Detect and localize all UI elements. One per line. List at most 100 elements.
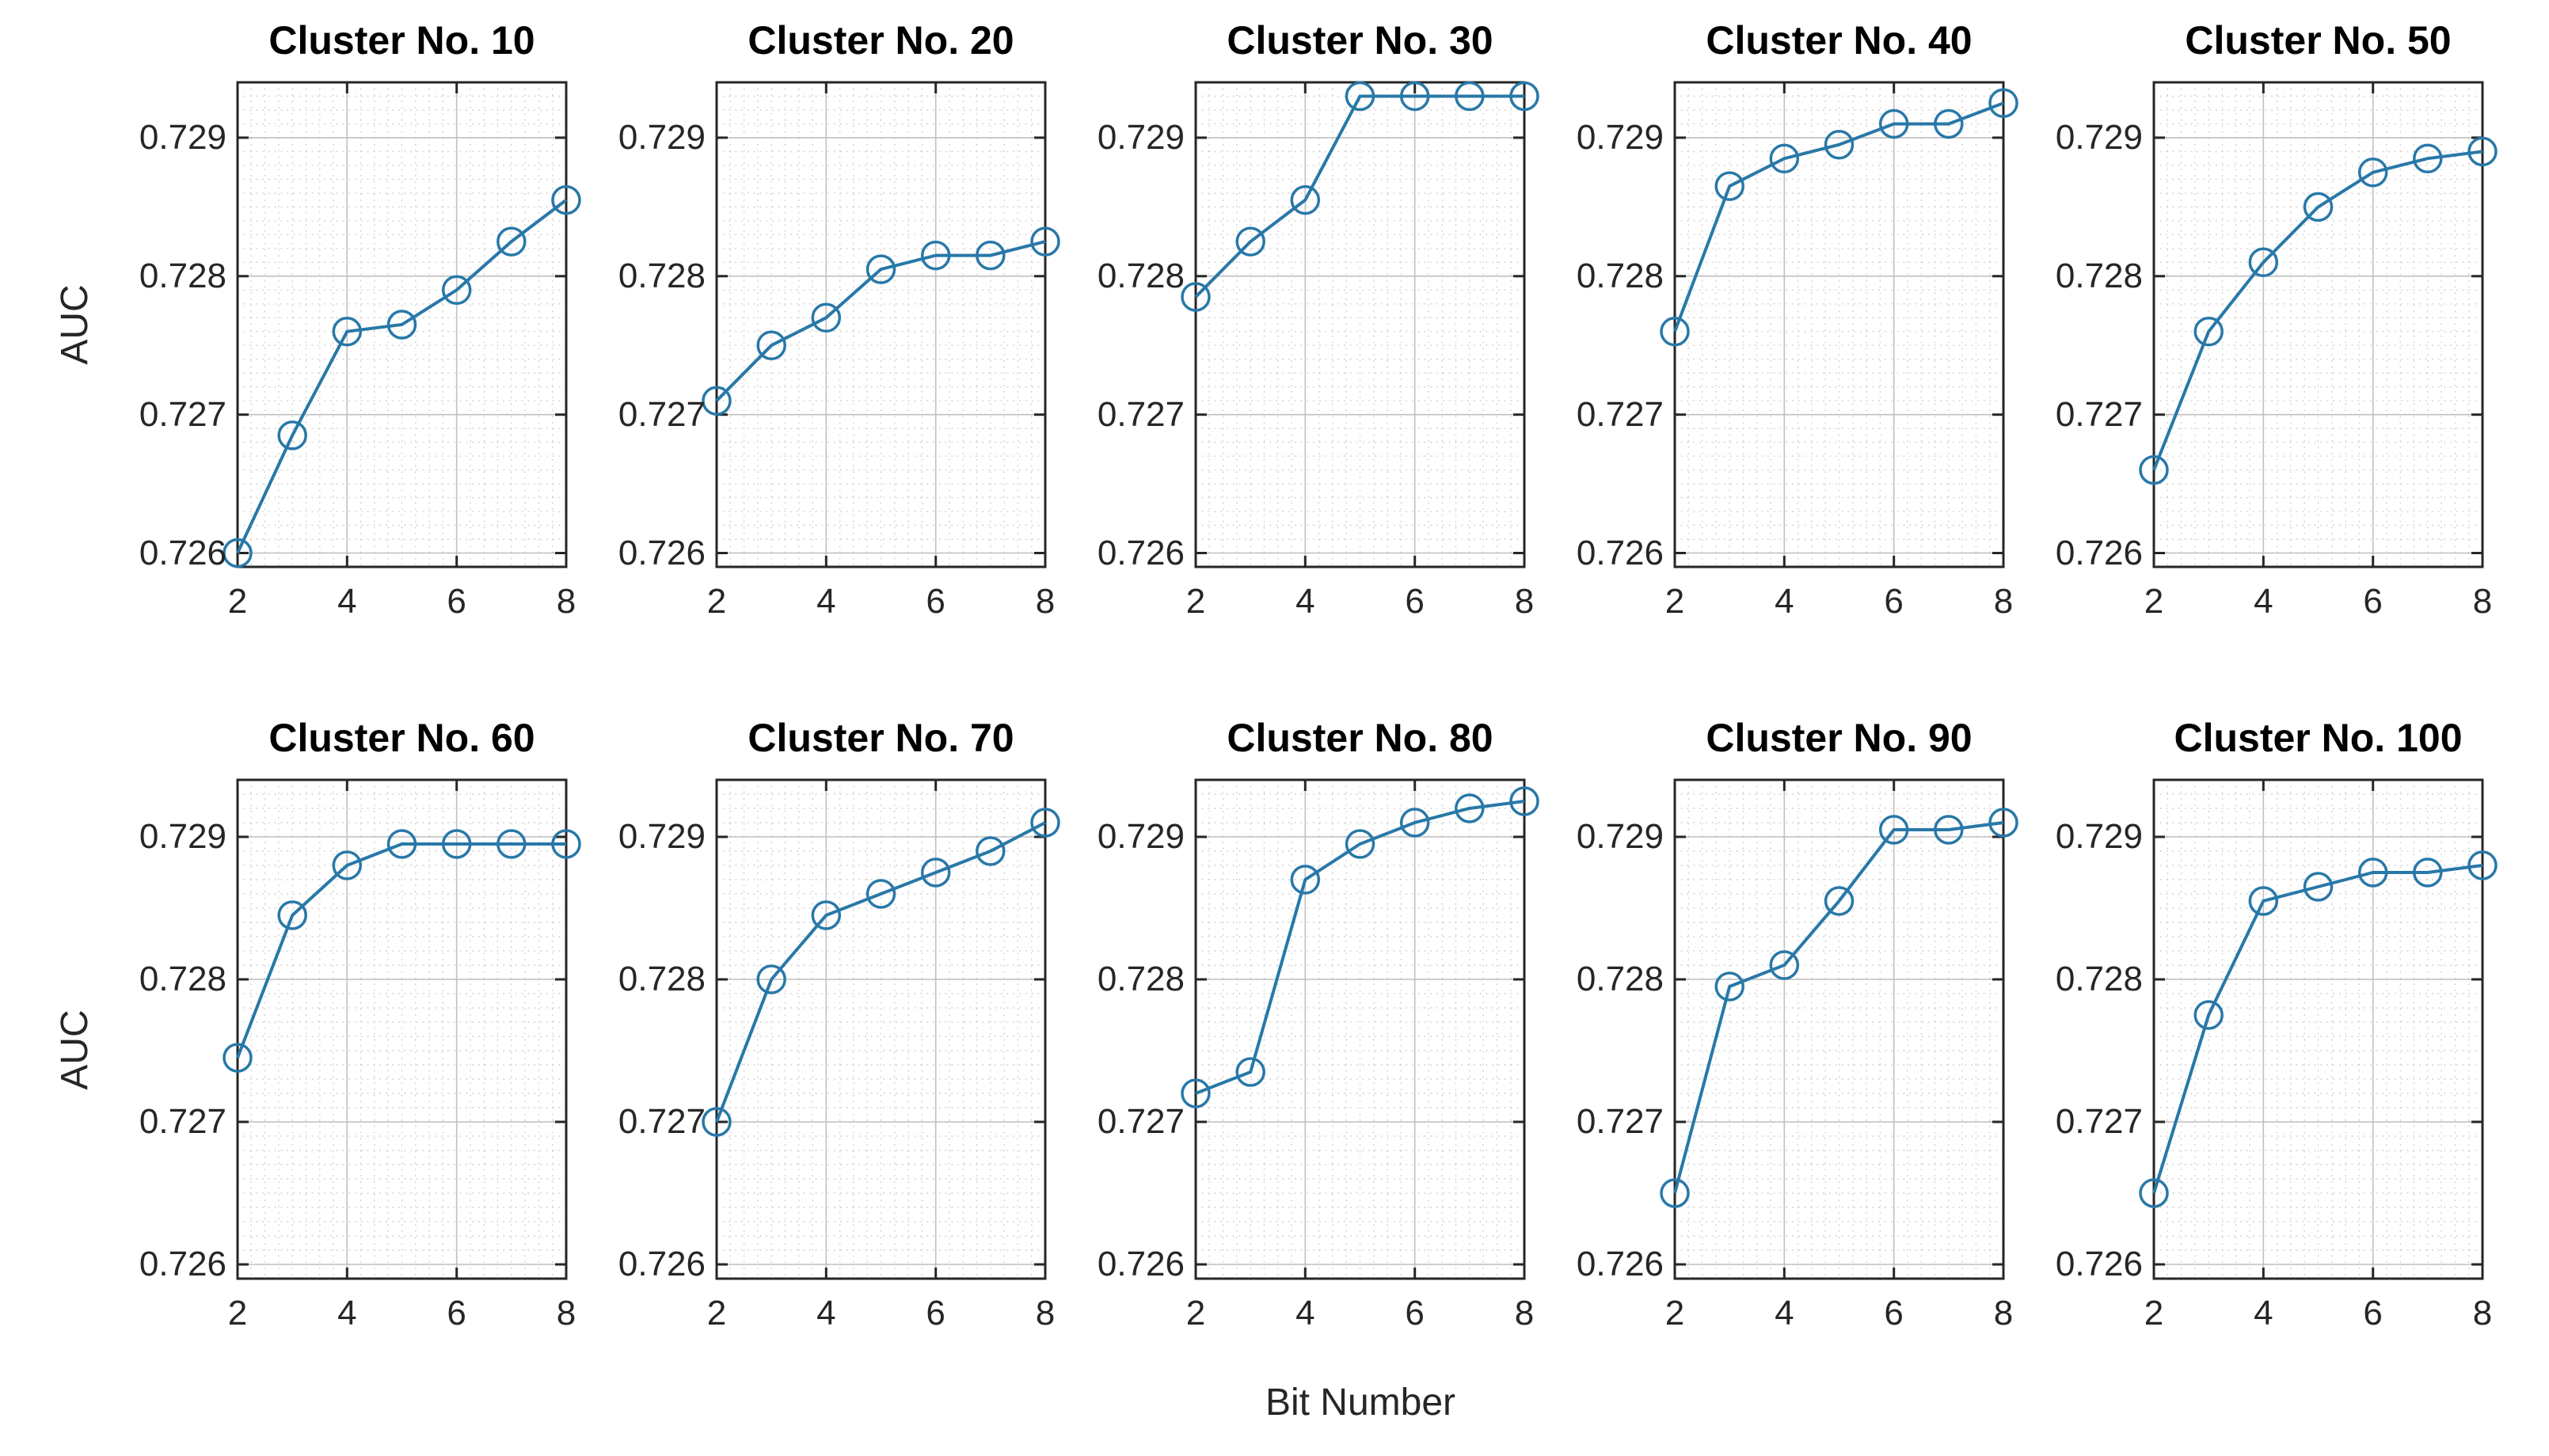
data-point-marker	[702, 1107, 732, 1137]
y-tick-label: 0.727	[139, 1102, 226, 1141]
x-tick-label: 4	[337, 1294, 357, 1332]
data-point-marker	[2139, 1178, 2169, 1208]
line-chart	[2139, 778, 2498, 1280]
y-tick-label: 0.726	[1097, 533, 1185, 572]
y-tick-label: 0.727	[139, 394, 226, 434]
data-point-marker	[1878, 108, 1909, 139]
data-line	[1673, 101, 2004, 333]
subplot-title: Cluster No. 30	[1227, 18, 1493, 63]
data-point-marker	[496, 226, 527, 257]
data-point-marker	[1660, 1178, 1690, 1208]
data-point-marker	[1345, 829, 1375, 859]
y-tick-label: 0.729	[2055, 817, 2143, 856]
y-tick-label: 0.726	[139, 533, 226, 572]
data-point-marker	[2303, 192, 2334, 222]
y-tick-label: 0.726	[618, 533, 706, 572]
x-tick-label: 8	[1035, 1294, 1056, 1332]
data-point-marker	[2303, 872, 2334, 902]
x-tick-label: 6	[447, 582, 466, 621]
axes-box	[2152, 778, 2484, 1280]
x-tick-label: 4	[1775, 582, 1794, 621]
subplot-title: Cluster No. 80	[1227, 716, 1493, 760]
line-chart	[1660, 778, 2018, 1280]
subplot-title: Cluster No. 50	[2185, 18, 2452, 63]
y-tick-label: 0.727	[2055, 1102, 2143, 1141]
x-tick-label: 4	[2254, 1294, 2273, 1332]
x-tick-label: 4	[816, 1294, 836, 1332]
data-point-marker	[1181, 1078, 1211, 1108]
data-point-marker	[811, 900, 842, 930]
axes-box	[1673, 778, 2005, 1280]
y-tick-label: 0.729	[1576, 117, 1664, 157]
x-tick-label: 8	[1993, 1294, 2014, 1332]
data-point-marker	[2467, 850, 2498, 880]
x-tick-label: 4	[1295, 582, 1315, 621]
x-tick-label: 2	[2144, 1294, 2164, 1332]
y-tick-label: 0.726	[2055, 533, 2143, 572]
y-tick-label: 0.727	[1097, 1102, 1185, 1141]
data-point-marker	[1714, 171, 1744, 201]
data-point-marker	[1509, 81, 1539, 112]
data-point-marker	[441, 275, 472, 306]
axes-box	[236, 81, 568, 568]
y-tick-label: 0.727	[618, 394, 706, 434]
y-tick-label: 0.728	[618, 256, 706, 295]
axes-box	[715, 81, 1047, 568]
x-tick-label: 2	[2144, 582, 2164, 621]
subplot-title: Cluster No. 20	[748, 18, 1014, 63]
line-chart	[1181, 778, 1539, 1280]
y-tick-label: 0.729	[139, 117, 226, 157]
data-point-marker	[2357, 857, 2388, 888]
y-tick-label: 0.727	[618, 1102, 706, 1141]
data-point-marker	[2193, 316, 2224, 347]
x-tick-label: 4	[816, 582, 836, 621]
data-point-marker	[441, 829, 472, 859]
x-axis-label: Bit Number	[1265, 1382, 1456, 1424]
data-point-marker	[2248, 247, 2279, 278]
subplot-title: Cluster No. 60	[268, 716, 535, 760]
data-point-marker	[756, 330, 786, 360]
data-point-marker	[1181, 282, 1211, 312]
data-point-marker	[976, 240, 1006, 271]
data-point-marker	[551, 829, 581, 859]
data-line	[1194, 94, 1524, 298]
data-point-marker	[1714, 971, 1744, 1002]
x-tick-label: 4	[337, 582, 357, 621]
data-point-marker	[1878, 815, 1909, 845]
x-tick-label: 2	[1185, 1294, 1206, 1332]
data-point-marker	[332, 850, 363, 880]
data-point-marker	[1290, 184, 1321, 215]
data-point-marker	[2467, 136, 2498, 167]
data-line	[236, 842, 566, 1059]
data-line	[715, 821, 1046, 1123]
y-tick-label: 0.728	[618, 960, 706, 998]
data-point-marker	[2139, 454, 2169, 485]
data-point-marker	[2248, 886, 2279, 916]
y-tick-label: 0.728	[1576, 960, 1664, 998]
subplot-title: Cluster No. 10	[268, 18, 535, 63]
data-point-marker	[1399, 81, 1430, 112]
data-point-marker	[277, 420, 307, 450]
data-point-marker	[976, 836, 1006, 866]
x-tick-label: 8	[556, 1294, 576, 1332]
x-tick-label: 8	[2472, 582, 2493, 621]
x-tick-label: 8	[1035, 582, 1056, 621]
axes-box	[2152, 81, 2484, 568]
data-point-marker	[496, 829, 527, 859]
subplot-title: Cluster No. 100	[2174, 716, 2463, 760]
data-point-marker	[1988, 808, 2018, 838]
x-tick-label: 6	[1405, 582, 1425, 621]
x-tick-label: 6	[926, 1294, 945, 1332]
data-point-marker	[920, 240, 951, 271]
line-chart	[223, 81, 581, 568]
x-tick-label: 6	[1884, 1294, 1904, 1332]
data-point-marker	[277, 900, 307, 930]
y-tick-label: 0.729	[618, 817, 706, 856]
subplot-title: Cluster No. 90	[1706, 716, 1973, 760]
data-point-marker	[1769, 950, 1800, 980]
y-tick-label: 0.726	[139, 1245, 226, 1283]
data-point-marker	[1399, 808, 1430, 838]
data-point-marker	[811, 302, 842, 333]
y-tick-label: 0.729	[1097, 117, 1185, 157]
data-point-marker	[1030, 226, 1060, 257]
